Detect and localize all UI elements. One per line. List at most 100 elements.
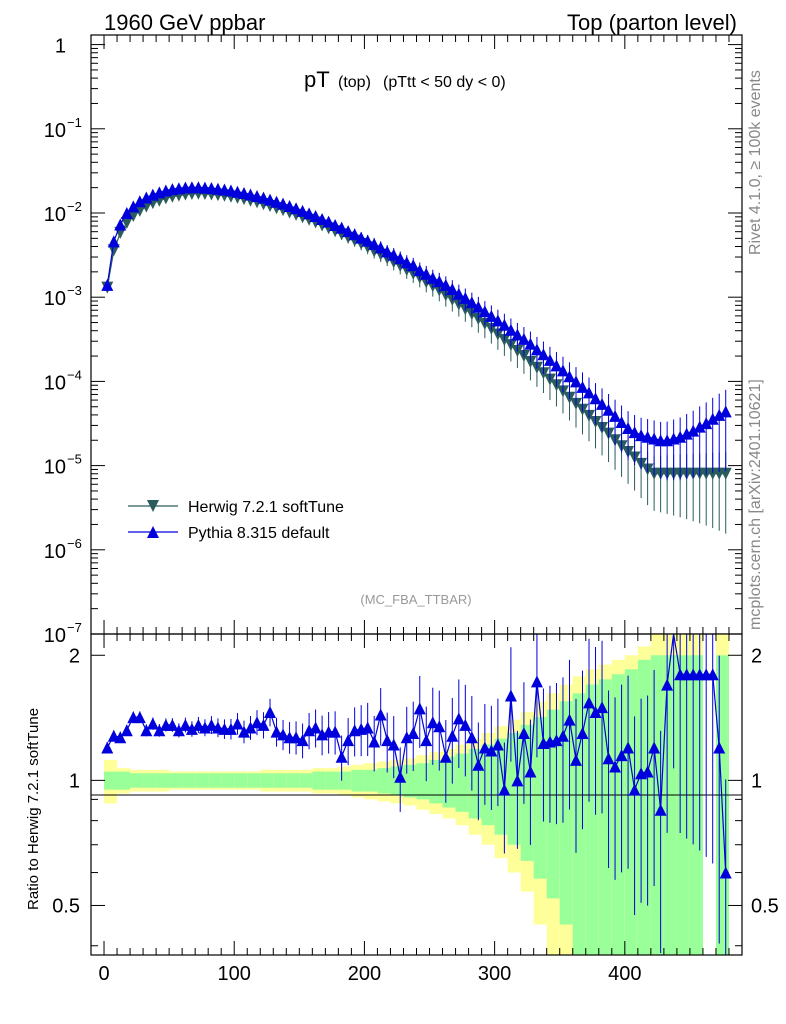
series-point-1 (504, 323, 517, 336)
ratio-point (524, 765, 537, 778)
series-point-1 (485, 309, 498, 322)
ratio-point (387, 738, 400, 751)
ratio-stat-uncertainty-band (338, 771, 352, 790)
ratio-point (237, 725, 250, 738)
ratio-point (381, 734, 394, 747)
ratio-stat-uncertainty-band (286, 773, 300, 788)
series-point-1 (361, 234, 374, 247)
series-point-1 (602, 403, 615, 416)
series-point-1 (387, 248, 400, 261)
ratio-point (511, 774, 524, 787)
ratio-point (335, 750, 348, 763)
ratio-y-tick-label-right: 2 (751, 645, 762, 667)
series-point-1 (491, 314, 504, 327)
ratio-stat-uncertainty-band (195, 773, 209, 788)
ratio-stat-uncertainty-band (299, 773, 313, 788)
series-point-1 (413, 264, 426, 277)
legend-herwig-marker-icon (147, 500, 159, 512)
ratio-stat-uncertainty-band (104, 771, 118, 790)
series-point-1 (309, 210, 322, 223)
ratio-point (205, 718, 218, 731)
ratio-stat-uncertainty-band (182, 773, 196, 788)
ratio-y-tick-label-left: 1 (69, 770, 80, 792)
series-point-1 (713, 408, 726, 421)
series-point-1 (459, 291, 472, 304)
ratio-point (192, 718, 205, 731)
series-point-1 (107, 235, 120, 248)
ratio-stat-uncertainty-band (351, 769, 365, 792)
series-point-0 (120, 217, 133, 230)
ratio-stat-uncertainty-band (468, 748, 482, 819)
ratio-point (517, 727, 530, 740)
series-point-1 (622, 421, 635, 434)
main-y-tick-label: 10 (44, 625, 66, 647)
series-point-1 (719, 405, 732, 418)
legend-pythia-marker-icon (147, 526, 159, 538)
ratio-point (615, 749, 628, 762)
ratio-point (244, 721, 257, 734)
series-point-1 (615, 415, 628, 428)
series-point-1 (700, 417, 713, 430)
header-right: Top (parton level) (567, 10, 737, 35)
ratio-stat-uncertainty-band (221, 773, 235, 788)
ratio-point (290, 731, 303, 744)
ratio-point (101, 741, 114, 754)
ratio-point (478, 741, 491, 754)
mcplots-label: mcplots.cern.ch [arXiv:2401.10621] (747, 379, 764, 630)
plot-title-cut: (pTtt < 50 dy < 0) (383, 74, 506, 91)
ratio-stat-uncertainty-band (481, 744, 495, 826)
series-point-1 (127, 200, 140, 213)
series-point-1 (517, 332, 530, 345)
ratio-stat-uncertainty-band (325, 771, 339, 790)
series-point-1 (569, 375, 582, 388)
series-point-1 (355, 231, 368, 244)
ratio-point (172, 724, 185, 737)
main-y-tick-label: 10 (44, 204, 66, 226)
main-y-tick-label: 1 (55, 36, 66, 58)
ratio-point (628, 783, 641, 796)
ratio-stat-uncertainty-band (689, 655, 703, 955)
series-point-1 (114, 218, 127, 231)
ratio-stat-uncertainty-band (234, 773, 248, 788)
plot-title-sub: (top) (338, 74, 371, 91)
ratio-point (420, 734, 433, 747)
ratio-stat-uncertainty-band (247, 773, 261, 788)
series-point-1 (452, 287, 465, 300)
ratio-point (706, 668, 719, 681)
series-line-1 (106, 186, 726, 441)
ratio-point (185, 722, 198, 735)
ratio-point (270, 725, 283, 738)
legend: Herwig 7.2.1 softTune Pythia 8.315 defau… (128, 499, 344, 542)
ratio-point (654, 803, 667, 816)
ratio-point (622, 741, 635, 754)
ratio-point (583, 696, 596, 709)
ratio-point (719, 866, 732, 879)
ratio-y-axis-label: Ratio to Herwig 7.2.1 softTune (25, 708, 42, 910)
ratio-point (296, 734, 309, 747)
series-point-1 (446, 283, 459, 296)
ratio-point (368, 735, 381, 748)
series-point-1 (550, 359, 563, 372)
ratio-stat-uncertainty-band (442, 756, 456, 808)
ratio-y-tick-label-right: 1 (751, 770, 762, 792)
series-point-1 (342, 225, 355, 238)
ratio-stat-uncertainty-band (650, 655, 664, 955)
ratio-point (394, 770, 407, 783)
main-y-tick-exponent: −6 (67, 536, 82, 551)
main-plot-panel: 110−110−210−310−410−510−610−7 pT (top) (… (44, 34, 743, 647)
ratio-stat-uncertainty-band (117, 771, 131, 790)
series-point-1 (563, 370, 576, 383)
series-point-1 (426, 271, 439, 284)
ratio-point (504, 689, 517, 702)
series-point-1 (368, 237, 381, 250)
series-point-1 (322, 215, 335, 228)
ratio-point (133, 711, 146, 724)
series-point-1 (530, 343, 543, 356)
series-point-1 (133, 195, 146, 208)
series-point-1 (394, 252, 407, 265)
legend-pythia-label: Pythia 8.315 default (188, 525, 330, 542)
series-point-1 (348, 228, 361, 241)
main-y-tick-exponent: −5 (67, 452, 82, 467)
rivet-version-label: Rivet 4.1.0, ≥ 100k events (747, 70, 764, 255)
